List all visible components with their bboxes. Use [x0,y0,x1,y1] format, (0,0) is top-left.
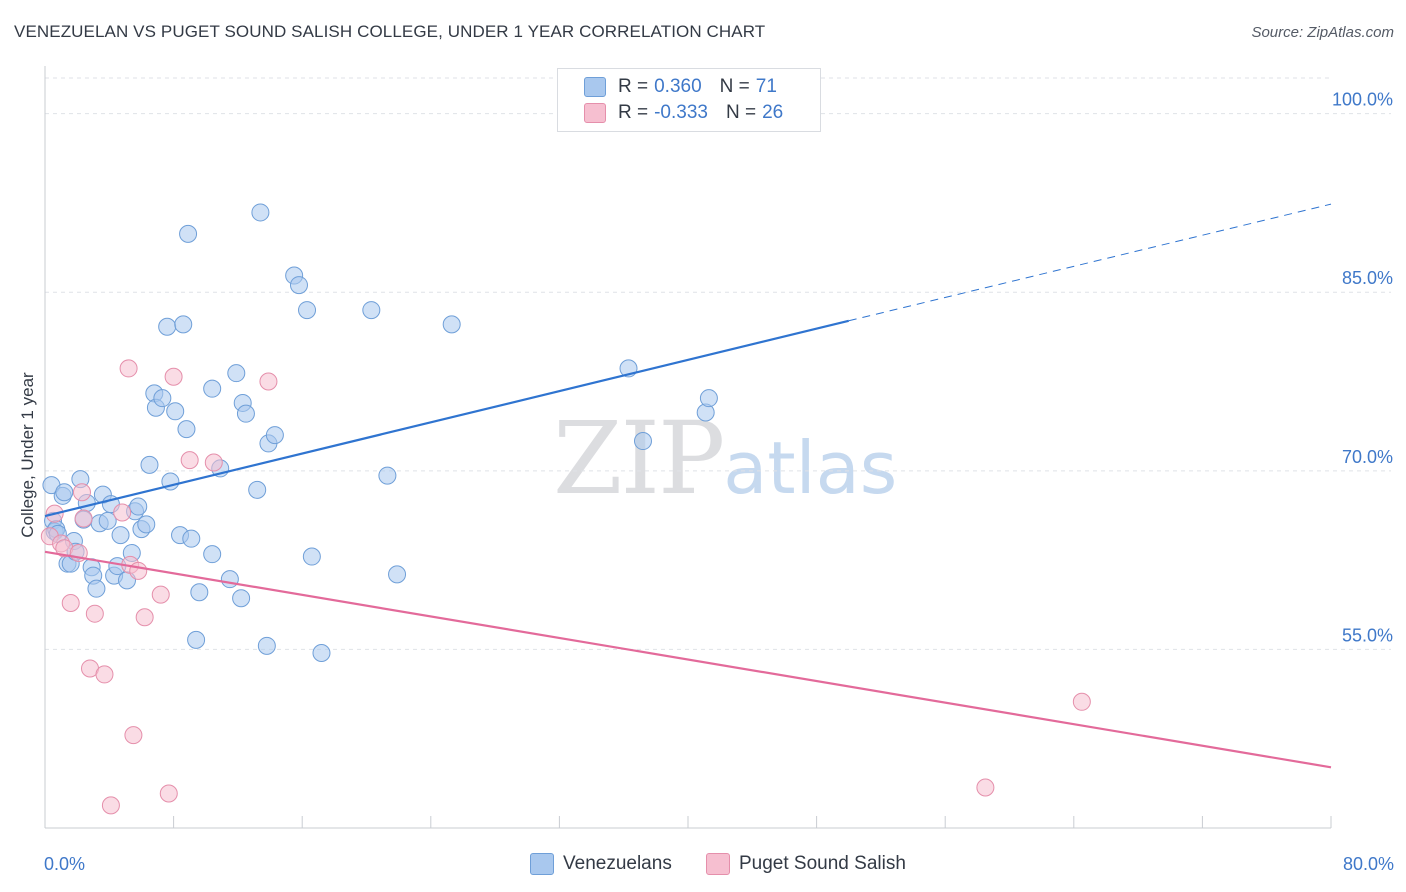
bottom-legend-swatch-blue [530,853,554,875]
y-tick-label: 70.0% [1342,447,1393,467]
puget-sound-salish-trend-line [44,550,1332,769]
puget-sound-salish-point [164,367,183,386]
data-points [40,203,1091,815]
venezuelan-point [289,276,308,295]
puget-sound-salish-point [129,561,148,580]
venezuelan-point [203,379,222,398]
venezuelan-point [220,570,239,589]
venezuelan-point [265,426,284,445]
bottom-legend-venezuelans: Venezuelans [530,852,672,876]
axes [44,66,1332,829]
venezuelan-point [298,301,317,320]
venezuelan-point [137,515,156,534]
venezuelan-point [232,589,251,608]
puget-sound-salish-point [204,453,223,472]
puget-sound-salish-point [61,593,80,612]
venezuelan-point [166,402,185,421]
legend-row-venezuelans: R = 0.360 N = 71 [584,74,777,100]
legend-r-label: R = [618,76,649,97]
correlation-legend: R = 0.360 N = 71 R = -0.333 N = 26 [557,68,821,132]
puget-sound-salish-point [72,483,91,502]
bottom-legend-swatch-pink [706,853,730,875]
venezuelan-point [227,364,246,383]
puget-sound-salish-point [124,726,143,745]
venezuelan-point [153,389,172,408]
venezuelan-point [140,455,159,474]
venezuelan-trend-line [44,319,850,518]
legend-swatch-blue [584,77,606,97]
grid-lines [45,77,1391,650]
puget-sound-salish-point [976,778,995,797]
venezuelan-point [362,301,381,320]
venezuelan-point [203,545,222,564]
venezuelan-point [699,389,718,408]
venezuelan-point [236,404,255,423]
puget-sound-salish-point [151,585,170,604]
venezuelan-point [388,565,407,584]
venezuelan-point [129,497,148,516]
venezuelan-point [442,315,461,334]
y-axis-label: College, Under 1 year [18,372,37,538]
tick-labels: 55.0% 70.0% 85.0% 100.0% 0.0% 80.0% [44,90,1394,874]
venezuelan-point [187,630,206,649]
source-credit: Source: ZipAtlas.com [1251,24,1394,41]
legend-r-label: R = [618,102,649,123]
venezuelan-point [182,529,201,548]
legend-swatch-pink [584,103,606,123]
legend-r-value: 0.360 [654,76,702,97]
puget-sound-salish-point [119,359,138,378]
puget-sound-salish-point [135,608,154,627]
y-tick-label: 55.0% [1342,625,1393,645]
puget-sound-salish-point [101,796,120,815]
venezuelan-trend-extension [848,203,1332,322]
puget-sound-salish-point [259,372,278,391]
venezuelan-point [111,526,130,545]
legend-n-label: N = [725,102,757,123]
bottom-legend-label: Puget Sound Salish [739,853,906,874]
legend-row-puget-sound-salish: R = -0.333 N = 26 [584,100,783,126]
watermark: ZIPatlas [553,400,897,517]
y-tick-label: 100.0% [1332,90,1393,110]
venezuelan-point [190,583,209,602]
y-tick-label: 85.0% [1342,268,1393,288]
puget-sound-salish-point [95,665,114,684]
venezuelan-point [378,466,397,485]
bottom-legend-label: Venezuelans [563,853,672,874]
puget-sound-salish-point [74,509,93,528]
puget-sound-salish-point [85,604,104,623]
venezuelan-point [174,315,193,334]
chart-title: VENEZUELAN VS PUGET SOUND SALISH COLLEGE… [14,22,766,41]
legend-n-label: N = [719,76,750,97]
venezuelan-point [179,224,198,243]
venezuelan-point [158,317,177,336]
watermark-atlas: atlas [723,426,898,510]
puget-sound-salish-point [1072,692,1091,711]
x-tick-label-max: 80.0% [1343,854,1394,874]
x-tick-label-min: 0.0% [44,854,85,874]
legend-n-value: 26 [762,102,784,123]
venezuelan-point [87,579,106,598]
venezuelan-point [248,480,267,499]
venezuelan-point [633,432,652,451]
venezuelan-point [302,547,321,566]
trend-lines [44,203,1332,769]
legend-n-value: 71 [755,76,777,97]
puget-sound-salish-point [180,451,199,470]
venezuelan-point [55,483,74,502]
legend-r-value: -0.333 [654,102,708,123]
venezuelan-point [177,420,196,439]
bottom-legend-puget-sound-salish: Puget Sound Salish [706,852,906,876]
puget-sound-salish-point [159,784,178,803]
venezuelan-point [251,203,270,222]
venezuelan-point [312,643,331,662]
puget-sound-salish-point [113,503,132,522]
watermark-zip: ZIP [553,400,725,517]
venezuelan-point [257,636,276,655]
